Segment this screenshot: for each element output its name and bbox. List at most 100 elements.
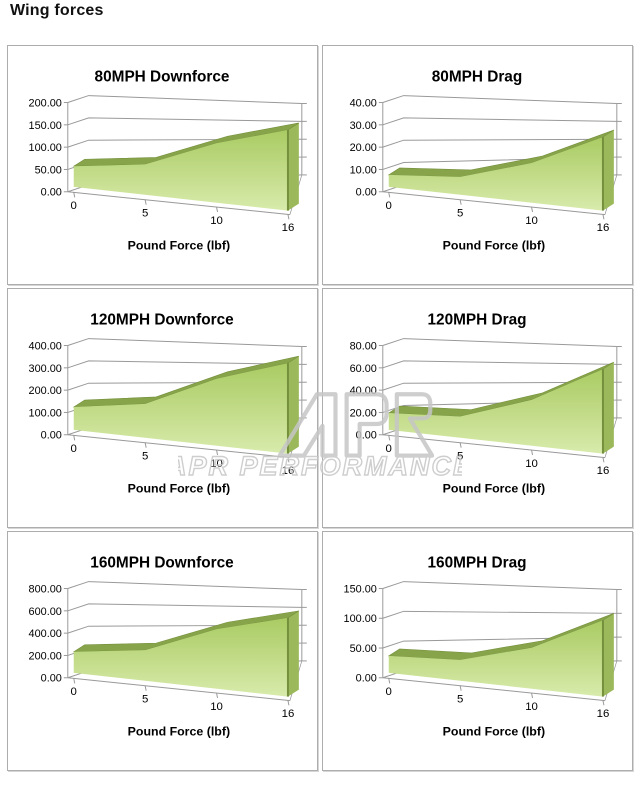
- y-tick-label: 40.00: [350, 97, 377, 109]
- x-axis-tick: [388, 192, 391, 198]
- area-top-ridge: [72, 610, 300, 653]
- y-tick-label: 30.00: [350, 120, 377, 132]
- y-tick-label: 0.00: [41, 187, 62, 199]
- x-axis-floor-edge: [67, 191, 290, 216]
- x-axis-tick: [531, 692, 534, 699]
- chart-80mph-downforce: 80MPH Downforce 0.00 50.00 100.00 150.00 200.…: [29, 69, 307, 252]
- y-tick-label: 600.00: [29, 606, 62, 618]
- area-series: [388, 136, 603, 211]
- y-tick-label: 20.00: [350, 407, 377, 419]
- x-axis-title: Pound Force (lbf): [443, 724, 545, 738]
- x-axis-floor-edge: [67, 677, 290, 702]
- chart-panel-120mph-drag: 120MPH Drag 0.00 20.00 40.00 60.00 80.00 0 5 10 1…: [322, 288, 633, 528]
- chart-panel-80mph-downforce: 80MPH Downforce 0.00 50.00 100.00 150.00 200.…: [7, 45, 318, 285]
- area-series: [73, 129, 288, 211]
- gridline: [67, 581, 302, 591]
- chart-title: 160MPH Downforce: [90, 555, 234, 572]
- x-tick-label: 5: [457, 208, 463, 220]
- x-axis-tick: [216, 692, 219, 699]
- y-tick-label: 0.00: [41, 430, 62, 442]
- x-tick-label: 0: [386, 686, 392, 698]
- gridline: [382, 95, 617, 105]
- gridline: [382, 360, 617, 369]
- x-axis-tick: [216, 206, 219, 213]
- x-axis-title: Pound Force (lbf): [128, 724, 230, 738]
- page-title: Wing forces: [10, 2, 104, 19]
- chart-panel-120mph-downforce: 120MPH Downforce 0.00 100.00 200.00 300.00 40…: [7, 288, 318, 528]
- x-axis-tick: [144, 199, 147, 205]
- x-tick-label: 16: [282, 222, 295, 234]
- chart-80mph-drag: 80MPH Drag 0.00 10.00 20.00 30.00 40.00 0 5 10 16…: [350, 69, 622, 252]
- x-axis-tick: [459, 442, 462, 448]
- x-tick-label: 16: [597, 222, 610, 234]
- x-axis-tick: [287, 700, 290, 706]
- x-axis-tick: [388, 435, 391, 441]
- y-tick-label: 60.00: [350, 363, 377, 375]
- x-axis-tick: [73, 192, 76, 198]
- y-tick-label: 80.00: [350, 340, 377, 352]
- gridline: [67, 338, 302, 348]
- x-axis-title: Pound Force (lbf): [443, 238, 545, 252]
- x-tick-label: 0: [71, 686, 77, 698]
- x-axis-tick: [602, 700, 605, 706]
- chart-panel-160mph-drag: 160MPH Drag 0.00 50.00 100.00 150.00 0 5 10 16 Po…: [322, 531, 633, 771]
- x-axis-tick: [388, 678, 391, 684]
- area-top-ridge: [387, 129, 615, 178]
- gridline: [67, 117, 302, 126]
- y-tick-label: 150.00: [29, 120, 62, 132]
- gridline: [382, 338, 617, 348]
- x-tick-label: 10: [210, 458, 223, 470]
- x-axis-floor-edge: [67, 434, 290, 459]
- x-axis-floor-edge: [382, 677, 605, 702]
- x-axis-tick: [602, 214, 605, 220]
- x-axis-tick: [459, 199, 462, 205]
- area-series: [73, 363, 288, 454]
- x-axis-tick: [287, 457, 290, 463]
- chart-120mph-downforce: 120MPH Downforce 0.00 100.00 200.00 300.00 40…: [29, 312, 307, 495]
- x-axis-title: Pound Force (lbf): [128, 238, 230, 252]
- gridline: [67, 95, 302, 105]
- chart-panel-80mph-drag: 80MPH Drag 0.00 10.00 20.00 30.00 40.00 0 5 10 16…: [322, 45, 633, 285]
- y-tick-label: 100.00: [29, 407, 62, 419]
- x-axis-tick: [144, 442, 147, 448]
- x-tick-label: 5: [142, 694, 148, 706]
- area-side-face: [287, 610, 299, 697]
- x-axis-tick: [531, 449, 534, 456]
- y-tick-label: 0.00: [41, 673, 62, 685]
- y-tick-label: 10.00: [350, 164, 377, 176]
- x-tick-label: 5: [457, 451, 463, 463]
- y-tick-label: 0.00: [356, 187, 377, 199]
- chart-title: 160MPH Drag: [427, 555, 526, 572]
- x-tick-label: 5: [457, 694, 463, 706]
- x-tick-label: 5: [142, 451, 148, 463]
- x-axis-tick: [73, 678, 76, 684]
- y-tick-label: 50.00: [350, 643, 377, 655]
- x-axis-tick: [531, 206, 534, 213]
- x-axis-title: Pound Force (lbf): [128, 481, 230, 495]
- chart-title: 120MPH Downforce: [90, 312, 234, 329]
- x-axis-floor-edge: [382, 191, 605, 216]
- charts-grid: 80MPH Downforce 0.00 50.00 100.00 150.00 200.…: [7, 45, 633, 771]
- area-side-face: [602, 362, 614, 454]
- x-tick-label: 0: [71, 443, 77, 455]
- x-tick-label: 5: [142, 208, 148, 220]
- gridline: [382, 381, 617, 391]
- y-tick-label: 0.00: [356, 673, 377, 685]
- x-axis-tick: [287, 214, 290, 220]
- gridline: [67, 603, 302, 612]
- x-tick-label: 0: [386, 200, 392, 212]
- x-tick-label: 16: [282, 708, 295, 720]
- x-tick-label: 10: [210, 215, 223, 227]
- area-side-face: [287, 356, 299, 454]
- y-tick-label: 50.00: [35, 164, 62, 176]
- gridline: [67, 360, 302, 369]
- gridline: [382, 117, 617, 126]
- x-axis-tick: [216, 449, 219, 456]
- area-side-face: [602, 130, 614, 211]
- area-top-ridge: [387, 613, 615, 661]
- gridline: [382, 138, 617, 148]
- x-axis-tick: [73, 435, 76, 441]
- y-tick-label: 400.00: [29, 340, 62, 352]
- y-tick-label: 40.00: [350, 385, 377, 397]
- x-tick-label: 16: [597, 708, 610, 720]
